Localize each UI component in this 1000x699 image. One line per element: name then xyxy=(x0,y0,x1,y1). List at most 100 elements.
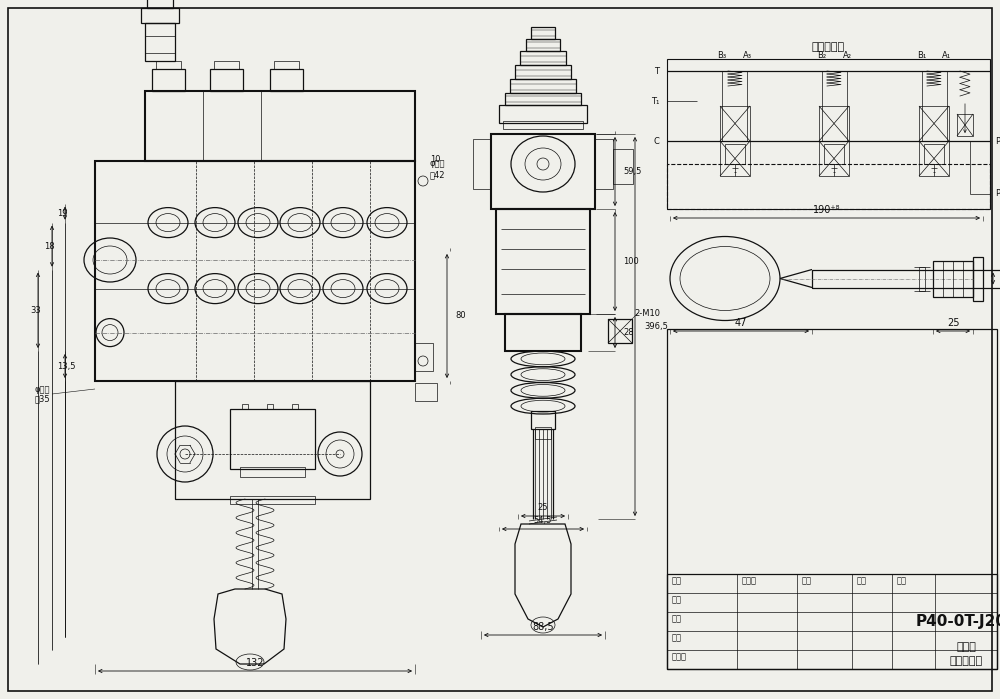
Bar xyxy=(510,79,576,93)
Bar xyxy=(499,105,587,123)
Text: 132: 132 xyxy=(246,658,264,668)
Bar xyxy=(667,574,997,669)
Text: 标准件: 标准件 xyxy=(742,577,757,586)
Text: 25: 25 xyxy=(947,318,959,328)
Text: 校对: 校对 xyxy=(672,614,682,624)
Text: A₃: A₃ xyxy=(742,52,752,61)
Text: φ小孔: φ小孔 xyxy=(34,384,50,394)
Text: P₁: P₁ xyxy=(995,189,1000,199)
Text: 28: 28 xyxy=(623,328,634,337)
Text: 33: 33 xyxy=(30,305,41,315)
Text: B₁: B₁ xyxy=(917,52,927,61)
Text: 图号: 图号 xyxy=(672,577,682,586)
Bar xyxy=(720,141,750,176)
Text: A₁: A₁ xyxy=(942,52,952,61)
Bar xyxy=(819,106,849,141)
Text: 18: 18 xyxy=(44,242,55,251)
Text: 25: 25 xyxy=(538,503,548,512)
Bar xyxy=(667,59,990,209)
Text: A₂: A₂ xyxy=(842,52,852,61)
Bar xyxy=(667,164,990,209)
Bar xyxy=(267,404,273,409)
Bar xyxy=(156,61,181,69)
Text: 19: 19 xyxy=(57,208,68,217)
Bar xyxy=(973,257,983,301)
Text: T: T xyxy=(654,66,659,75)
Bar xyxy=(496,209,590,314)
Text: 13,5: 13,5 xyxy=(57,361,76,370)
Bar xyxy=(145,91,415,161)
Text: P: P xyxy=(995,136,1000,145)
Bar xyxy=(819,141,849,176)
Bar xyxy=(812,270,1000,287)
Text: 396,5: 396,5 xyxy=(644,322,668,331)
Bar xyxy=(520,51,566,65)
Bar xyxy=(531,411,555,429)
Bar xyxy=(667,329,997,669)
Bar xyxy=(824,144,844,164)
Bar xyxy=(147,0,173,8)
Bar xyxy=(242,404,248,409)
Text: 高35: 高35 xyxy=(34,394,50,403)
Bar xyxy=(175,381,370,499)
Text: 材料: 材料 xyxy=(802,577,812,586)
Bar xyxy=(933,261,973,296)
Text: 审核: 审核 xyxy=(672,596,682,605)
Text: 工艺处: 工艺处 xyxy=(672,652,687,661)
Bar xyxy=(725,144,745,164)
Bar xyxy=(141,8,179,23)
Bar xyxy=(531,27,555,39)
Text: 高42: 高42 xyxy=(430,171,446,180)
Polygon shape xyxy=(214,589,286,664)
Bar xyxy=(230,409,315,469)
Text: 多路阀: 多路阀 xyxy=(956,642,976,652)
Text: T₁: T₁ xyxy=(651,96,659,106)
Bar xyxy=(270,69,303,91)
Bar xyxy=(274,61,299,69)
Bar xyxy=(505,93,581,105)
Bar xyxy=(720,106,750,141)
Bar xyxy=(957,114,973,136)
Bar xyxy=(526,39,560,51)
Bar xyxy=(152,69,185,91)
Bar xyxy=(505,314,581,351)
Bar xyxy=(924,144,944,164)
Bar xyxy=(515,65,571,79)
Bar xyxy=(919,141,949,176)
Bar xyxy=(214,61,239,69)
Bar xyxy=(608,319,632,343)
Polygon shape xyxy=(515,524,571,627)
Text: C: C xyxy=(653,136,659,145)
Text: 88,5: 88,5 xyxy=(532,622,554,632)
Text: 54,5: 54,5 xyxy=(534,517,552,526)
Bar xyxy=(473,139,491,189)
Bar xyxy=(595,139,613,189)
Text: 2-M10: 2-M10 xyxy=(634,308,660,317)
Bar xyxy=(919,266,925,291)
Text: φ小孔: φ小孔 xyxy=(430,159,446,168)
Bar xyxy=(415,343,433,371)
Text: 80: 80 xyxy=(455,312,466,321)
Bar xyxy=(535,427,551,439)
Bar xyxy=(415,383,437,401)
Text: 59,5: 59,5 xyxy=(623,167,641,176)
Bar xyxy=(919,106,949,141)
Bar xyxy=(240,467,305,477)
Text: 10: 10 xyxy=(430,154,440,164)
Text: 190⁺⁸: 190⁺⁸ xyxy=(813,205,840,215)
Bar xyxy=(292,404,298,409)
Text: 备注: 备注 xyxy=(897,577,907,586)
Bar xyxy=(491,134,595,209)
Text: 数量: 数量 xyxy=(857,577,867,586)
Text: 100: 100 xyxy=(623,257,639,266)
Bar xyxy=(503,121,583,129)
Text: P40-0T-J20T: P40-0T-J20T xyxy=(915,614,1000,629)
Text: B₂: B₂ xyxy=(817,52,827,61)
Bar xyxy=(613,149,633,184)
Text: 47: 47 xyxy=(735,318,747,328)
Bar xyxy=(230,496,315,504)
Text: 制图: 制图 xyxy=(672,633,682,642)
Bar xyxy=(145,23,175,61)
Bar xyxy=(95,161,415,381)
Bar xyxy=(210,69,243,91)
